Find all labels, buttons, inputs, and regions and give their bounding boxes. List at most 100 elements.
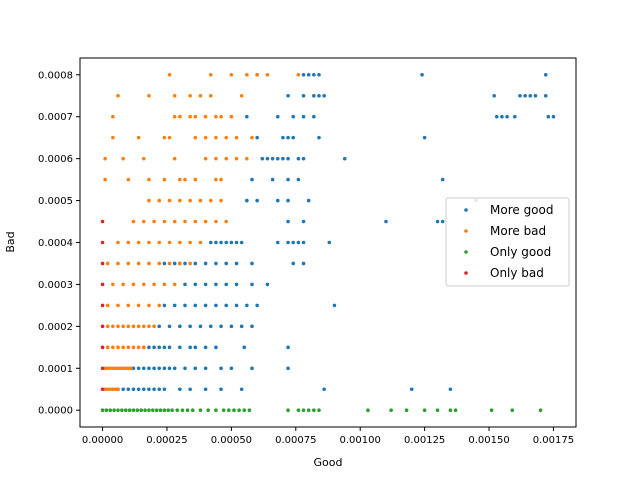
point-more-bad-26 [167,135,172,140]
point-only-good-10 [139,408,143,413]
point-more-bad-121 [111,366,115,371]
point-more-good-55 [286,219,290,224]
point-more-good-17 [543,93,548,98]
point-more-good-141 [229,366,234,371]
point-more-good-106 [178,324,182,329]
point-more-good-27 [546,114,551,119]
point-more-bad-125 [121,366,125,371]
x-tick-label-6: 0.00150 [468,435,509,446]
point-only-bad-4 [100,303,105,308]
point-more-bad-35 [141,156,146,161]
point-more-bad-101 [111,324,115,329]
point-more-good-72 [327,240,332,245]
point-only-good-19 [175,408,180,413]
legend-box [445,197,570,287]
point-more-bad-97 [136,303,141,308]
point-only-good-16 [162,408,167,413]
point-more-bad-44 [147,177,151,182]
point-more-good-85 [183,282,187,287]
point-more-good-66 [239,240,244,245]
point-more-good-25 [505,114,509,119]
point-more-bad-119 [105,366,110,371]
point-more-good-126 [286,345,290,350]
point-more-good-5 [420,72,424,77]
point-more-good-152 [157,387,162,392]
point-more-good-117 [157,345,162,350]
point-only-good-22 [190,408,195,413]
point-only-good-47 [538,408,543,413]
point-more-good-129 [136,366,141,371]
point-more-good-88 [214,282,218,287]
point-more-bad-128 [129,366,133,371]
point-more-bad-51 [147,198,151,203]
point-more-good-28 [551,114,556,119]
point-more-good-23 [494,114,499,119]
point-more-bad-122 [113,366,118,371]
point-more-bad-104 [126,324,131,329]
point-more-good-59 [440,219,445,224]
point-more-bad-14 [111,114,115,119]
point-more-good-40 [286,156,290,161]
point-more-bad-89 [131,282,136,287]
point-more-good-68 [286,240,290,245]
point-more-good-60 [208,240,213,245]
point-more-bad-75 [178,240,182,245]
point-only-good-31 [247,408,252,413]
point-more-bad-2 [229,72,234,77]
point-more-bad-30 [224,135,229,140]
point-more-bad-124 [118,366,123,371]
point-only-good-21 [185,408,190,413]
point-more-good-95 [183,303,187,308]
point-more-good-12 [492,93,496,98]
legend-marker-only-bad [464,271,468,275]
x-axis-label: Good [314,456,343,469]
point-more-good-133 [157,366,162,371]
point-more-bad-5 [265,72,270,77]
point-more-bad-129 [103,387,107,392]
x-tick-label-7: 0.00175 [533,435,574,446]
point-more-good-39 [281,156,285,161]
point-more-good-121 [188,345,192,350]
point-only-good-13 [150,408,155,413]
point-only-good-36 [312,408,316,413]
point-more-bad-9 [172,93,177,98]
point-only-bad-5 [100,282,105,287]
point-more-bad-59 [131,219,136,224]
point-more-bad-37 [203,156,208,161]
point-more-good-50 [255,198,259,203]
x-tick-label-1: 0.00025 [146,435,187,446]
point-only-good-20 [180,408,185,413]
point-more-good-29 [255,135,259,140]
point-only-bad-6 [100,261,105,266]
point-more-bad-91 [152,282,156,287]
point-more-good-122 [193,345,198,350]
point-more-bad-105 [131,324,136,329]
point-more-bad-41 [245,156,249,161]
point-more-bad-55 [188,198,192,203]
point-more-good-123 [203,345,208,350]
point-more-good-128 [131,366,136,371]
y-tick-label-7: 0.0007 [38,112,73,123]
point-more-good-47 [296,177,301,182]
point-only-good-30 [242,408,247,413]
point-more-bad-56 [198,198,203,203]
point-more-good-159 [322,387,326,392]
point-more-good-30 [281,135,285,140]
point-more-good-138 [193,366,198,371]
point-more-good-149 [141,387,146,392]
point-only-good-39 [389,408,393,413]
point-more-good-154 [178,387,182,392]
point-more-bad-7 [116,93,120,98]
point-only-good-6 [123,408,128,413]
point-more-bad-102 [116,324,120,329]
point-more-bad-126 [123,366,128,371]
point-only-good-44 [453,408,458,413]
point-more-good-120 [178,345,182,350]
point-more-bad-103 [121,324,125,329]
point-more-bad-42 [103,177,107,182]
point-more-good-1 [301,72,306,77]
point-more-good-13 [518,93,522,98]
point-more-bad-83 [157,261,162,266]
point-more-bad-130 [105,387,110,392]
